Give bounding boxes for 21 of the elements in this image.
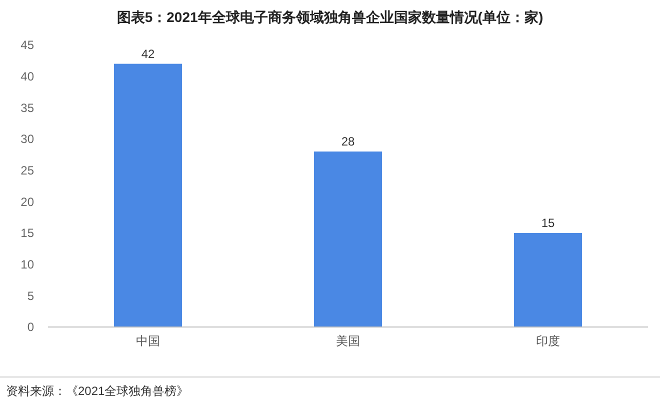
x-tick-label: 中国 xyxy=(136,334,160,348)
x-tick-label: 美国 xyxy=(336,334,360,348)
data-label: 28 xyxy=(341,134,355,149)
y-tick-label: 15 xyxy=(20,226,34,240)
y-tick-label: 40 xyxy=(20,70,34,84)
data-label: 42 xyxy=(141,46,155,61)
y-tick-label: 20 xyxy=(20,194,34,209)
y-tick-label: 0 xyxy=(27,320,34,334)
y-tick-label: 35 xyxy=(20,100,34,115)
y-tick-label: 45 xyxy=(20,38,34,52)
y-tick-label: 10 xyxy=(20,258,34,272)
bar xyxy=(314,152,382,327)
bar xyxy=(114,64,182,327)
chart-title: 图表5：2021年全球电子商务领域独角兽企业国家数量情况(单位：家) xyxy=(116,9,544,25)
x-tick-label: 印度 xyxy=(536,334,560,348)
text: 资料来源：《2021全球独角兽榜》 xyxy=(6,384,189,398)
bar xyxy=(514,233,582,327)
y-tick-label: 25 xyxy=(20,164,34,178)
y-tick-label: 30 xyxy=(20,132,34,146)
data-label: 15 xyxy=(541,216,555,230)
y-tick-label: 5 xyxy=(27,288,34,303)
